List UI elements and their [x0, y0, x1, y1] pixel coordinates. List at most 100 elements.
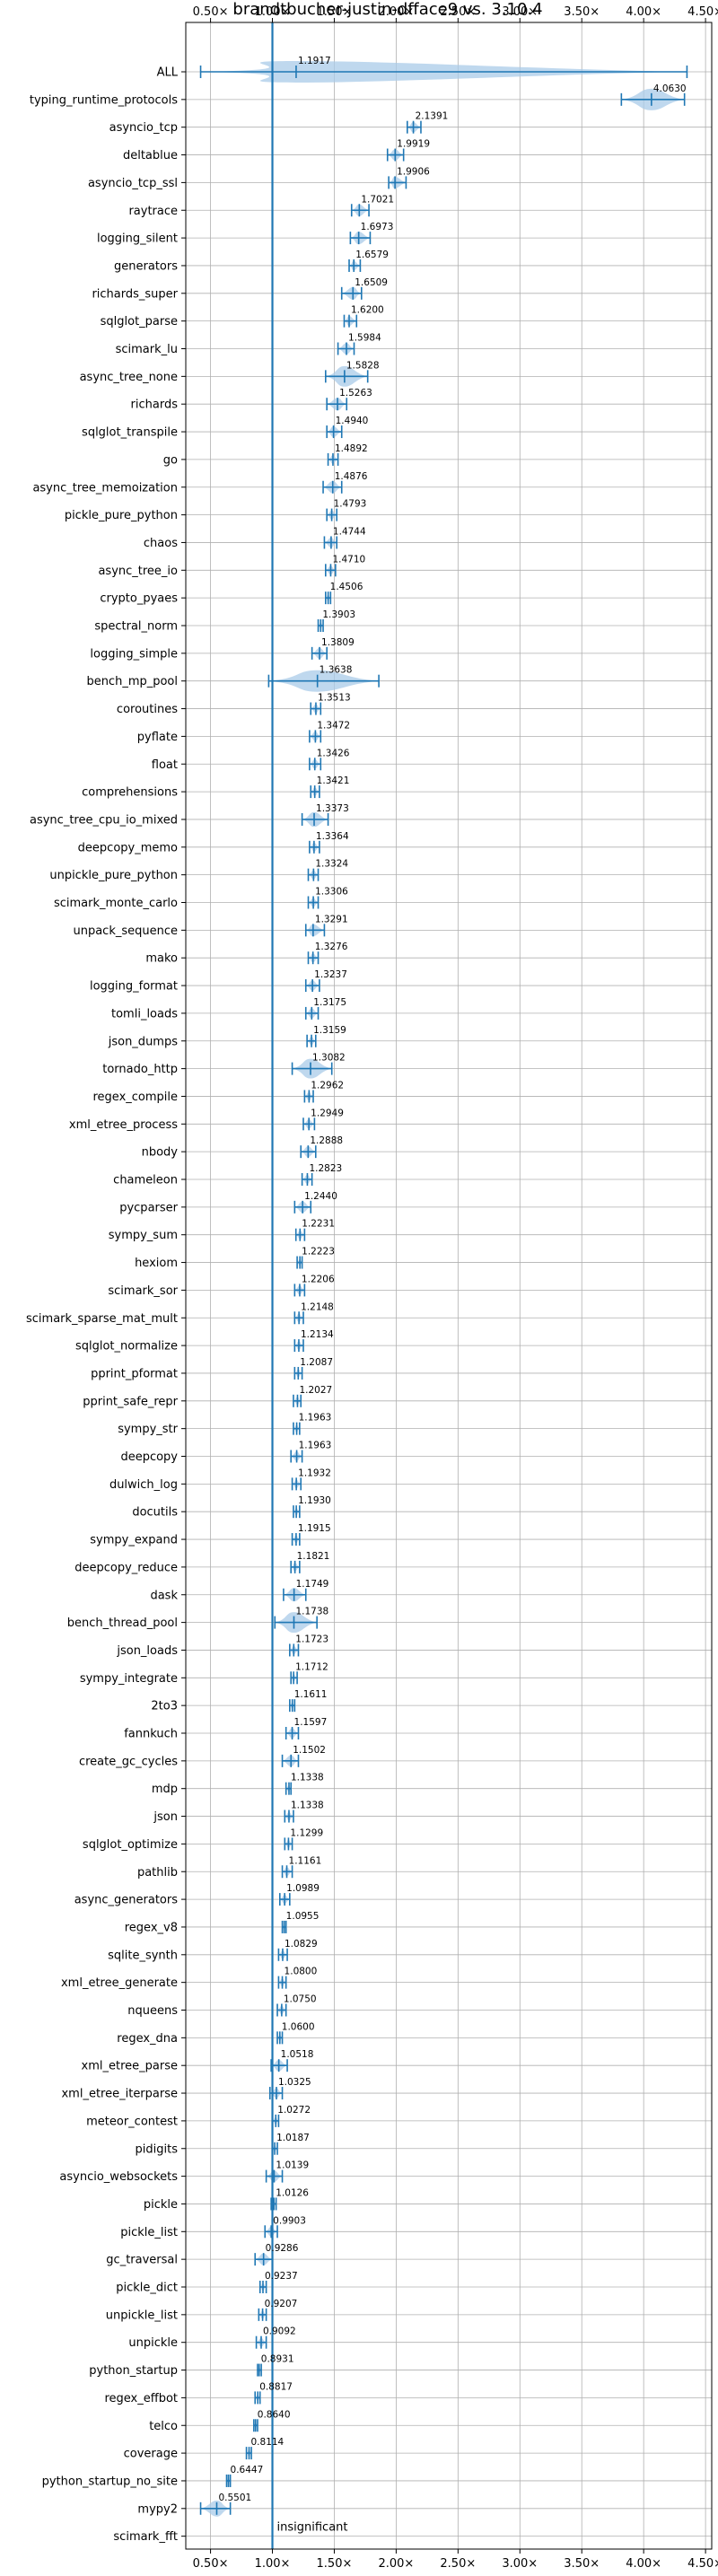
- category-label: pickle: [144, 2198, 178, 2212]
- category-label: richards_super: [92, 287, 178, 301]
- value-label: 1.3364: [316, 831, 349, 842]
- x-tick-label-bottom: 3.50×: [564, 2557, 600, 2571]
- value-label: 0.9237: [265, 2271, 298, 2282]
- category-label: ALL: [157, 66, 179, 80]
- value-label: 1.1821: [297, 1551, 330, 1562]
- value-label: 1.7021: [361, 194, 394, 205]
- value-label: 1.0126: [276, 2187, 309, 2198]
- category-label: unpickle_pure_python: [49, 869, 178, 882]
- value-label: 1.1723: [295, 1634, 328, 1644]
- x-tick-label-bottom: 0.50×: [193, 2557, 229, 2571]
- category-label: regex_dna: [117, 2032, 178, 2046]
- category-label: generators: [114, 259, 178, 273]
- category-label: deepcopy_reduce: [74, 1561, 178, 1574]
- value-label: 1.0139: [276, 2160, 309, 2171]
- category-label: async_tree_memoization: [32, 481, 178, 495]
- category-label: xml_etree_process: [69, 1118, 178, 1132]
- value-label: 1.4744: [333, 526, 366, 537]
- value-label: 1.3175: [313, 997, 346, 1008]
- category-label: pycparser: [119, 1201, 178, 1214]
- category-label: sympy_sum: [109, 1229, 178, 1242]
- value-label: 1.0600: [282, 2021, 315, 2032]
- category-label: pickle_pure_python: [65, 509, 178, 522]
- category-label: dulwich_log: [109, 1478, 178, 1492]
- value-label: 1.9906: [397, 166, 430, 177]
- value-label: 1.6200: [351, 305, 384, 316]
- value-label: 1.3373: [316, 803, 349, 814]
- value-label: 1.2087: [300, 1357, 333, 1368]
- value-label: 0.8817: [259, 2381, 293, 2392]
- value-label: 1.9919: [397, 139, 430, 150]
- category-label: mako: [145, 952, 178, 966]
- category-label: raytrace: [128, 205, 178, 218]
- category-label: fannkuch: [124, 1728, 178, 1741]
- value-label: 1.3291: [315, 914, 348, 924]
- category-label: json_loads: [116, 1644, 178, 1658]
- value-label: 0.8114: [251, 2437, 285, 2448]
- category-label: typing_runtime_protocols: [30, 93, 178, 107]
- value-label: 1.6579: [355, 250, 389, 260]
- category-label: unpack_sequence: [73, 924, 178, 938]
- category-label: spectral_norm: [94, 620, 178, 634]
- value-label: 1.5984: [348, 333, 381, 344]
- category-label: nqueens: [127, 2004, 178, 2018]
- category-label: xml_etree_iterparse: [61, 2088, 178, 2101]
- chart-title: brandtbucher-justin-dfface9 vs. 3.10.4: [232, 0, 542, 19]
- x-tick-label-bottom: 1.00×: [255, 2557, 291, 2571]
- value-label: 1.4892: [335, 443, 368, 454]
- value-label: 1.4710: [332, 554, 365, 565]
- value-label: 1.2888: [310, 1135, 343, 1146]
- category-label: regex_v8: [125, 1921, 178, 1934]
- value-label: 0.8931: [261, 2354, 294, 2365]
- value-label: 1.1611: [294, 1689, 328, 1700]
- category-label: go: [163, 453, 178, 467]
- category-label: pickle_dict: [116, 2282, 178, 2295]
- value-label: 1.2231: [302, 1219, 335, 1230]
- category-label: sqlglot_normalize: [75, 1340, 178, 1354]
- value-label: 1.4793: [334, 499, 367, 510]
- x-tick-label-bottom: 4.00×: [626, 2557, 661, 2571]
- category-label: tomli_loads: [111, 1007, 178, 1021]
- value-label: 1.3324: [315, 859, 348, 870]
- value-label: 1.3082: [312, 1053, 346, 1064]
- x-tick-label-top: 4.00×: [626, 5, 661, 19]
- category-label: json_dumps: [108, 1035, 178, 1048]
- value-label: 1.0518: [281, 2049, 314, 2060]
- value-labels: 1.1917 4.0630 2.1391 1.9919 1.9906 1.7021 1.69…: [218, 56, 686, 2535]
- value-label: 1.3809: [321, 637, 355, 648]
- value-label: 1.2223: [302, 1247, 335, 1257]
- x-tick-label-top: 0.50×: [193, 5, 229, 19]
- value-label: 1.2027: [299, 1385, 332, 1396]
- x-tick-label-top: 2.00×: [378, 5, 414, 19]
- value-label: 1.0187: [276, 2133, 310, 2143]
- category-label: deltablue: [123, 149, 178, 162]
- category-label: asyncio_tcp_ssl: [88, 177, 178, 190]
- value-label: 1.3159: [313, 1025, 346, 1036]
- category-label: deepcopy_memo: [78, 841, 178, 854]
- category-label: nbody: [142, 1146, 179, 1160]
- value-label: 1.2962: [311, 1080, 344, 1091]
- value-label: 1.1749: [296, 1579, 329, 1590]
- category-label: unpickle: [128, 2336, 178, 2350]
- category-label: asyncio_tcp: [109, 121, 178, 135]
- category-label: bench_thread_pool: [67, 1617, 178, 1630]
- value-label: 1.1502: [293, 1745, 326, 1756]
- value-label: 1.3513: [318, 693, 351, 704]
- value-label: 1.2206: [302, 1274, 335, 1284]
- value-label: 1.1917: [298, 56, 331, 66]
- category-label: sqlglot_transpile: [82, 426, 178, 440]
- grid-lines: [186, 22, 712, 2549]
- category-label: sympy_expand: [90, 1534, 178, 1547]
- value-label: 1.2823: [309, 1163, 342, 1174]
- value-label: 1.5263: [339, 388, 372, 399]
- category-label: meteor_contest: [86, 2115, 178, 2128]
- category-label: xml_etree_generate: [61, 1976, 178, 1990]
- category-label: gc_traversal: [106, 2254, 178, 2267]
- category-label: coverage: [124, 2448, 178, 2461]
- category-label: asyncio_websockets: [59, 2170, 178, 2184]
- category-label: create_gc_cycles: [79, 1755, 178, 1768]
- category-label: hexiom: [135, 1257, 178, 1270]
- value-label: 1.3237: [314, 969, 347, 980]
- value-label: 1.4940: [336, 416, 369, 426]
- category-label: async_tree_io: [98, 565, 178, 578]
